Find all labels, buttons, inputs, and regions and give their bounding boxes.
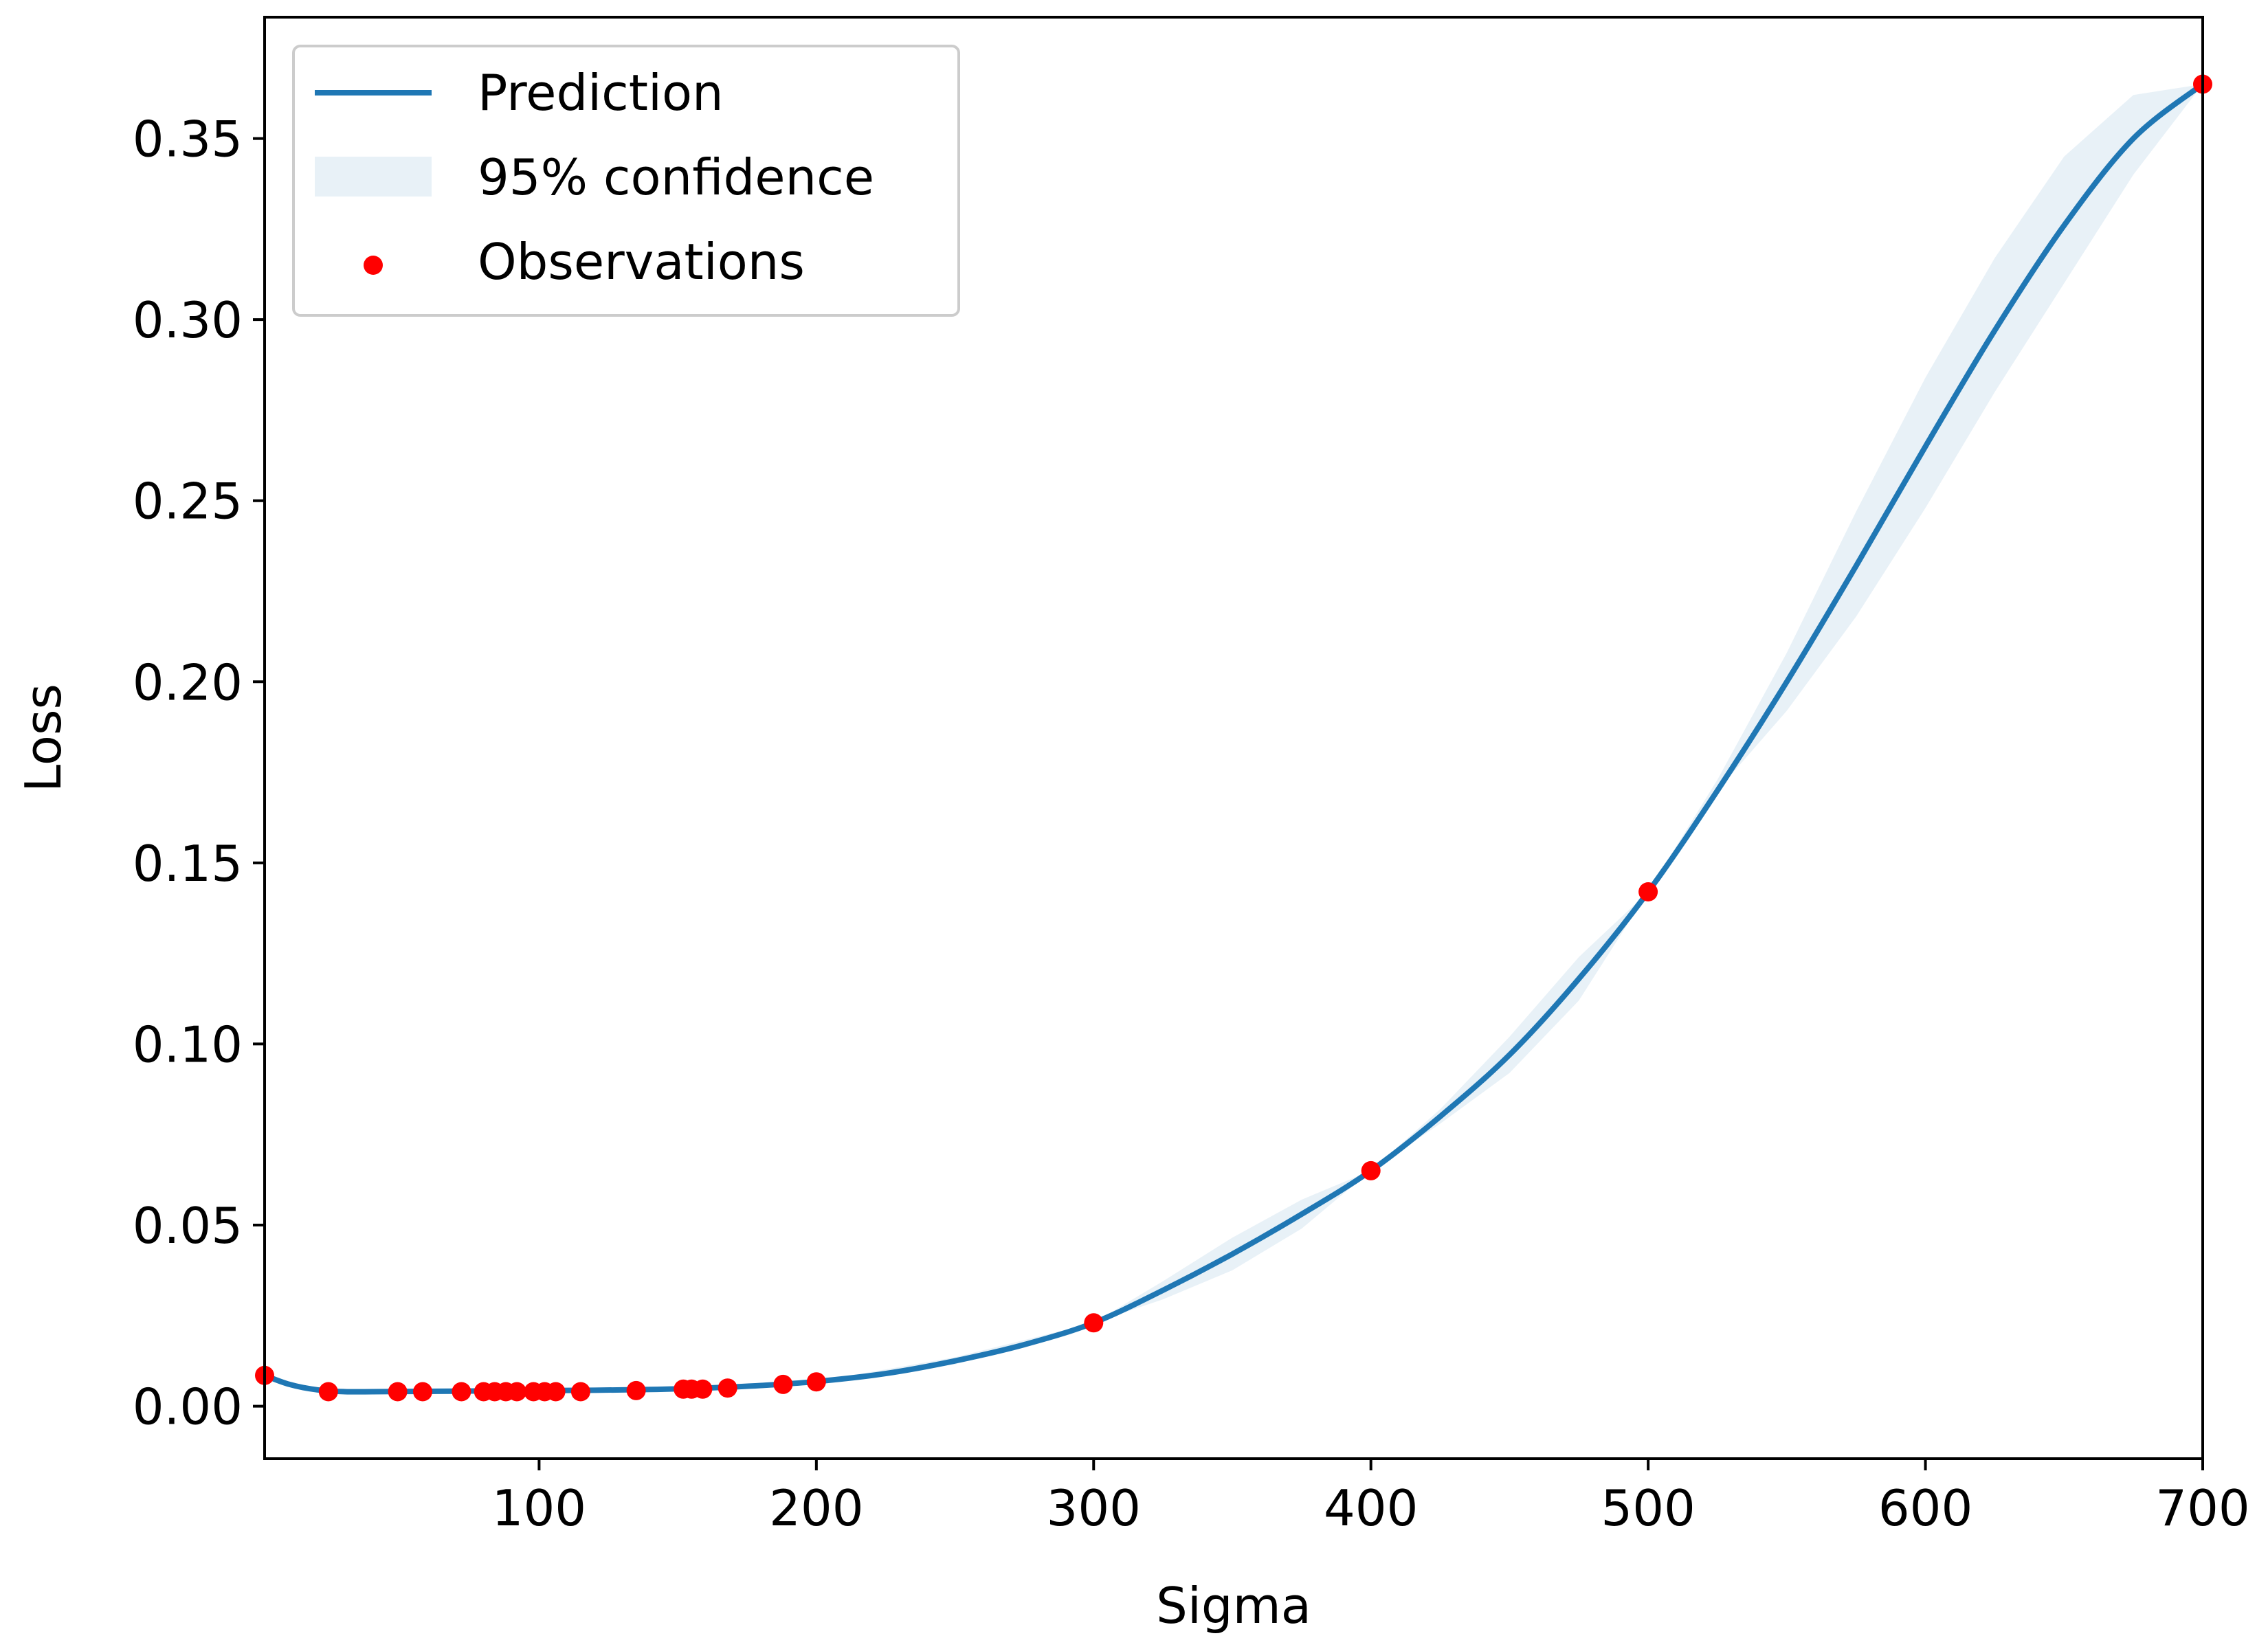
y-tick-label: 0.15: [133, 835, 243, 893]
observation-point: [318, 1382, 338, 1402]
legend-confidence-swatch: [315, 157, 432, 197]
y-tick-label: 0.05: [133, 1197, 243, 1255]
observation-point: [452, 1382, 471, 1402]
observation-point: [413, 1382, 432, 1402]
y-tick-label: 0.10: [133, 1016, 243, 1073]
y-axis-label: Loss: [14, 684, 72, 792]
legend-box: [292, 45, 960, 317]
x-tick-label: 300: [1047, 1479, 1141, 1537]
observation-point: [718, 1378, 737, 1398]
y-tick-label: 0.35: [133, 111, 243, 168]
observation-point: [773, 1374, 793, 1394]
legend: Prediction 95% confidence Observations: [292, 45, 960, 317]
observation-point: [570, 1382, 590, 1402]
y-tick-label: 0.20: [133, 653, 243, 711]
x-tick-label: 700: [2155, 1479, 2249, 1537]
observation-point: [1084, 1313, 1104, 1333]
plot-frame: [263, 16, 2204, 1460]
legend-observations-label: Observations: [478, 233, 805, 291]
x-tick-label: 600: [1878, 1479, 1972, 1537]
observation-point: [693, 1379, 713, 1399]
observation-point: [546, 1382, 566, 1402]
x-tick-label: 500: [1601, 1479, 1695, 1537]
legend-prediction-label: Prediction: [478, 64, 724, 122]
observation-point: [626, 1380, 646, 1400]
observation-point: [507, 1382, 527, 1402]
x-tick-label: 400: [1324, 1479, 1418, 1537]
y-tick-label: 0.25: [133, 473, 243, 530]
y-tick-label: 0.30: [133, 291, 243, 349]
x-axis-label: Sigma: [1156, 1577, 1311, 1635]
x-axis-ticks: 100 200 300 400 500 600 700: [492, 1459, 2250, 1537]
y-tick-label: 0.00: [133, 1378, 243, 1436]
observation-points-layer: [255, 74, 2212, 1402]
observation-point: [806, 1372, 826, 1392]
legend-confidence-label: 95% confidence: [478, 148, 874, 206]
x-tick-label: 100: [492, 1479, 586, 1537]
legend-observations-swatch: [364, 256, 383, 275]
y-axis-ticks: 0.00 0.05 0.10 0.15 0.20 0.25 0.30 0.35: [133, 111, 265, 1436]
observation-point: [1361, 1160, 1381, 1180]
x-tick-label: 200: [769, 1479, 863, 1537]
observation-point: [1638, 882, 1658, 901]
plot-area: [255, 74, 2212, 1402]
observation-point: [388, 1382, 408, 1402]
